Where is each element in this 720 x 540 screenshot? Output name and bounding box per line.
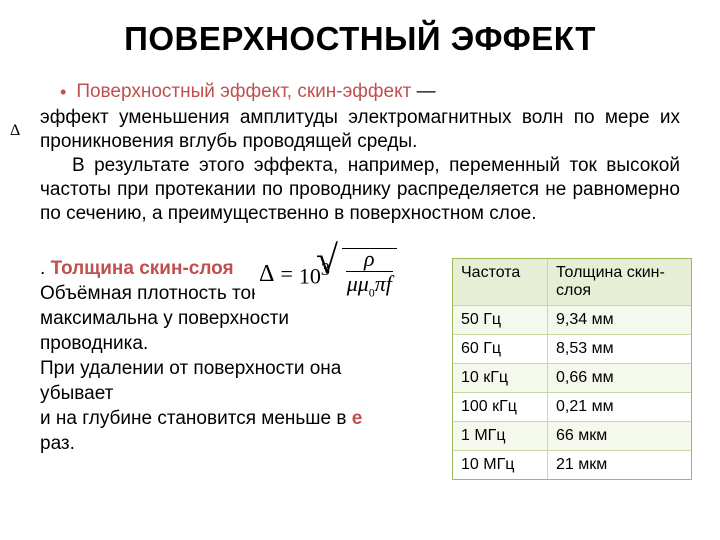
line-3: При удалении от поверхности она убывает: [40, 356, 400, 406]
slide-title: ПОВЕРХНОСТНЫЙ ЭФФЕКТ: [40, 20, 680, 58]
line4-b: раз.: [40, 433, 75, 454]
line4-a: и на глубине становится меньше в: [40, 408, 352, 429]
th-depth: Толщина скин-слоя: [548, 259, 691, 306]
formula-fraction: ρ μμ0πf: [342, 248, 397, 302]
td-freq: 1 МГц: [453, 422, 548, 451]
bullet-item: • Поверхностный эффект, скин-эффект —: [60, 80, 680, 104]
table-row: 1 МГц66 мкм: [453, 422, 691, 451]
td-freq: 60 Гц: [453, 335, 548, 364]
td-depth: 9,34 мм: [548, 306, 691, 335]
formula-delta: Δ: [259, 261, 274, 288]
td-depth: 21 мкм: [548, 451, 691, 479]
delta-small: Δ: [10, 122, 20, 140]
table-row: 60 Гц8,53 мм: [453, 335, 691, 364]
formula-eq: =: [280, 261, 292, 287]
line-4: и на глубине становится меньше в е раз.: [40, 406, 400, 456]
sub-dot: .: [40, 258, 51, 279]
td-freq: 10 МГц: [453, 451, 548, 479]
table-row: 100 кГц0,21 мм: [453, 393, 691, 422]
td-depth: 66 мкм: [548, 422, 691, 451]
table-row: 50 Гц9,34 мм: [453, 306, 691, 335]
table-row: 10 МГц21 мкм: [453, 451, 691, 479]
radical-sign: √: [316, 236, 338, 283]
td-depth: 0,66 мм: [548, 364, 691, 393]
sub-heading-text: Толщина скин-слоя: [51, 258, 234, 279]
table-header-row: ЧастотаТолщина скин-слоя: [453, 259, 691, 306]
formula-den: μμ0πf: [347, 272, 392, 302]
td-depth: 0,21 мм: [548, 393, 691, 422]
formula-num: ρ: [346, 249, 393, 272]
td-freq: 50 Гц: [453, 306, 548, 335]
td-depth: 8,53 мм: [548, 335, 691, 364]
bullet-highlight: Поверхностный эффект, скин-эффект: [76, 81, 411, 102]
table-row: 10 кГц0,66 мм: [453, 364, 691, 393]
paragraph-2: В результате этого эффекта, например, пе…: [40, 154, 680, 226]
e-highlight: е: [352, 408, 363, 429]
formula: Δ = 103 √ ρ μμ0πf: [255, 245, 401, 303]
td-freq: 100 кГц: [453, 393, 548, 422]
formula-radical: √ ρ μμ0πf: [332, 246, 397, 302]
bullet-line: Поверхностный эффект, скин-эффект —: [76, 80, 435, 104]
bullet-marker: •: [60, 80, 66, 104]
th-freq: Частота: [453, 259, 548, 306]
td-freq: 10 кГц: [453, 364, 548, 393]
skin-depth-table: ЧастотаТолщина скин-слоя50 Гц9,34 мм60 Г…: [452, 258, 692, 480]
slide: ПОВЕРХНОСТНЫЙ ЭФФЕКТ Δ • Поверхностный э…: [0, 0, 720, 540]
paragraph-1: эффект уменьшения амплитуды электромагни…: [40, 106, 680, 154]
line-2: максимальна у поверхности проводника.: [40, 306, 400, 356]
bullet-dash: —: [411, 81, 435, 102]
